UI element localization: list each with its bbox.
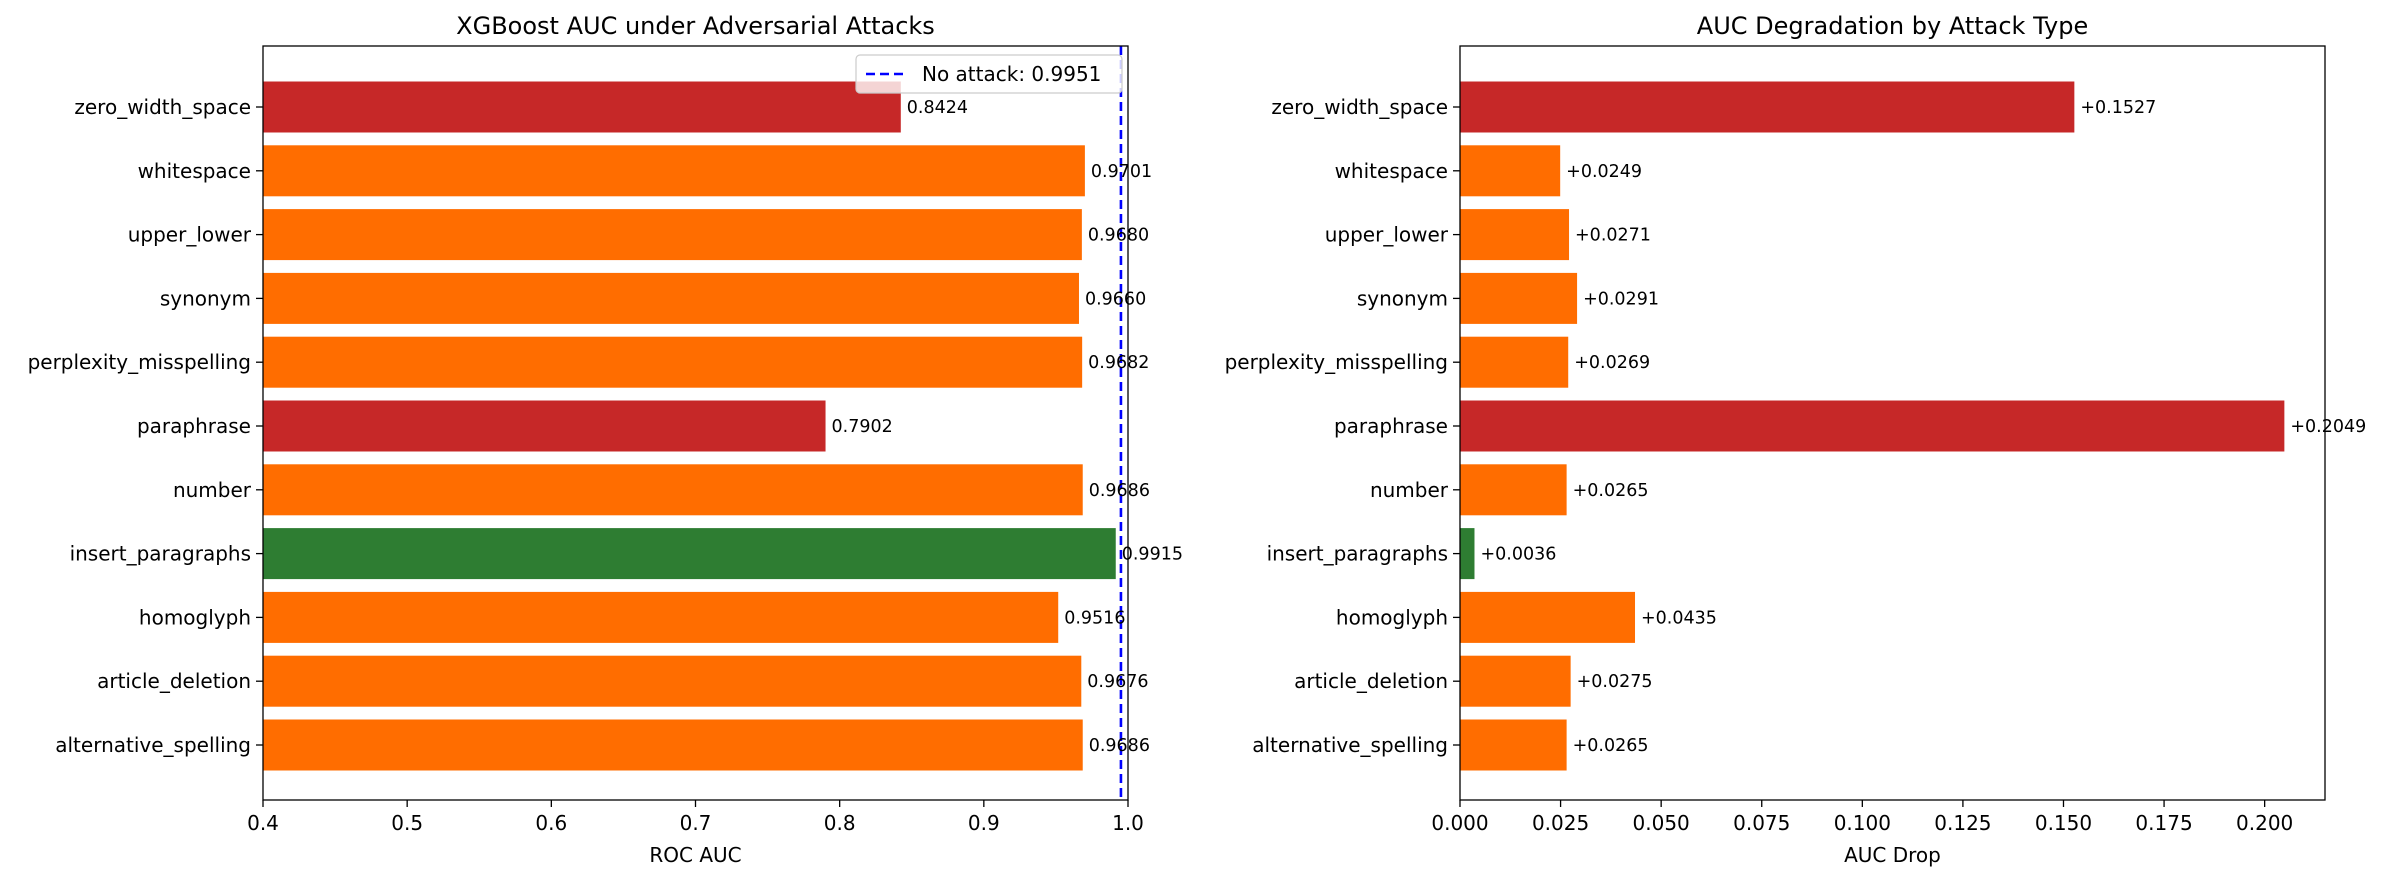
bar xyxy=(263,464,1083,516)
bar xyxy=(1460,336,1569,388)
data-label: +0.2049 xyxy=(2290,417,2366,437)
data-label: 0.9676 xyxy=(1087,672,1148,692)
data-label: 0.9516 xyxy=(1064,608,1125,628)
x-tick-label: 0.7 xyxy=(680,811,712,835)
data-label: 0.9682 xyxy=(1088,353,1149,373)
category-label: insert_paragraphs xyxy=(70,542,251,566)
data-label: +0.0265 xyxy=(1573,481,1649,501)
category-label: insert_paragraphs xyxy=(1267,542,1448,566)
category-label: homoglyph xyxy=(1336,605,1448,629)
data-label: +0.0269 xyxy=(1574,353,1650,373)
bar xyxy=(263,336,1083,388)
bar xyxy=(1460,591,1636,643)
category-label: paraphrase xyxy=(137,414,251,438)
bar xyxy=(263,655,1082,707)
category-label: zero_width_space xyxy=(74,95,251,119)
x-tick-label: 0.000 xyxy=(1431,811,1488,835)
data-label: +0.0271 xyxy=(1575,226,1651,246)
category-label: article_deletion xyxy=(1294,669,1448,693)
bar xyxy=(1460,655,1571,707)
category-label: upper_lower xyxy=(1325,223,1449,247)
data-label: 0.9660 xyxy=(1085,289,1146,309)
bar xyxy=(1460,272,1578,324)
bar xyxy=(1460,209,1570,261)
chart-title: XGBoost AUC under Adversarial Attacks xyxy=(456,12,935,40)
data-label: 0.9680 xyxy=(1088,226,1149,246)
x-tick-label: 0.125 xyxy=(1934,811,1991,835)
x-tick-label: 0.100 xyxy=(1834,811,1891,835)
category-label: alternative_spelling xyxy=(1252,733,1448,757)
bar xyxy=(263,81,901,133)
bar xyxy=(263,209,1082,261)
bar xyxy=(1460,81,2075,133)
bar xyxy=(263,400,826,452)
data-label: 0.9686 xyxy=(1089,481,1150,501)
chart-title: AUC Degradation by Attack Type xyxy=(1697,12,2088,40)
plot-frame xyxy=(1459,45,2326,801)
category-label: synonym xyxy=(1357,286,1448,310)
x-tick-label: 1.0 xyxy=(1112,811,1144,835)
category-label: zero_width_space xyxy=(1271,95,1448,119)
x-axis-title: ROC AUC xyxy=(649,843,741,867)
data-label: +0.0249 xyxy=(1566,162,1642,182)
data-label: +0.0036 xyxy=(1480,545,1556,565)
x-tick-label: 0.8 xyxy=(824,811,856,835)
bar xyxy=(263,719,1083,771)
x-tick-label: 0.175 xyxy=(2135,811,2192,835)
bar xyxy=(263,591,1059,643)
x-tick-label: 0.9 xyxy=(968,811,1000,835)
category-label: upper_lower xyxy=(128,223,252,247)
bar xyxy=(263,272,1079,324)
x-tick-label: 0.5 xyxy=(391,811,423,835)
data-label: 0.9686 xyxy=(1089,736,1150,756)
data-label: +0.0265 xyxy=(1573,736,1649,756)
legend-box xyxy=(855,54,1123,94)
category-label: perplexity_misspelling xyxy=(1225,350,1448,374)
x-axis-title: AUC Drop xyxy=(1844,843,1941,867)
x-tick-label: 0.050 xyxy=(1633,811,1690,835)
category-label: perplexity_misspelling xyxy=(28,350,251,374)
x-tick-label: 0.025 xyxy=(1532,811,1589,835)
data-label: 0.8424 xyxy=(907,98,968,118)
category-label: number xyxy=(173,478,252,502)
category-label: article_deletion xyxy=(97,669,251,693)
category-label: whitespace xyxy=(138,159,251,183)
bar xyxy=(1460,528,1475,580)
x-tick-label: 0.075 xyxy=(1733,811,1790,835)
category-label: whitespace xyxy=(1335,159,1448,183)
x-tick-label: 0.4 xyxy=(247,811,279,835)
bar xyxy=(263,528,1116,580)
bar xyxy=(1460,464,1567,516)
data-label: +0.1527 xyxy=(2080,98,2156,118)
category-label: homoglyph xyxy=(139,605,251,629)
auc-drop-chart: AUC Degradation by Attack Type 0.000 0.02… xyxy=(1225,12,2367,867)
data-label: +0.0435 xyxy=(1641,608,1717,628)
data-label: 0.9915 xyxy=(1122,545,1183,565)
bar xyxy=(263,145,1085,197)
legend: No attack: 0.9951 xyxy=(855,54,1123,94)
category-label: synonym xyxy=(160,286,251,310)
x-tick-label: 0.6 xyxy=(535,811,567,835)
auc-chart: XGBoost AUC under Adversarial Attacks 0.… xyxy=(28,12,1183,867)
bar xyxy=(1460,719,1567,771)
category-label: number xyxy=(1370,478,1449,502)
category-label: alternative_spelling xyxy=(55,733,251,757)
data-label: +0.0275 xyxy=(1577,672,1653,692)
x-tick-label: 0.150 xyxy=(2035,811,2092,835)
data-label: +0.0291 xyxy=(1583,289,1659,309)
x-tick-label: 0.200 xyxy=(2236,811,2293,835)
category-label: paraphrase xyxy=(1334,414,1448,438)
bar xyxy=(1460,145,1561,197)
data-label: 0.9701 xyxy=(1091,162,1152,182)
legend-entry: No attack: 0.9951 xyxy=(922,62,1101,86)
bar xyxy=(1460,400,2285,452)
data-label: 0.7902 xyxy=(832,417,893,437)
